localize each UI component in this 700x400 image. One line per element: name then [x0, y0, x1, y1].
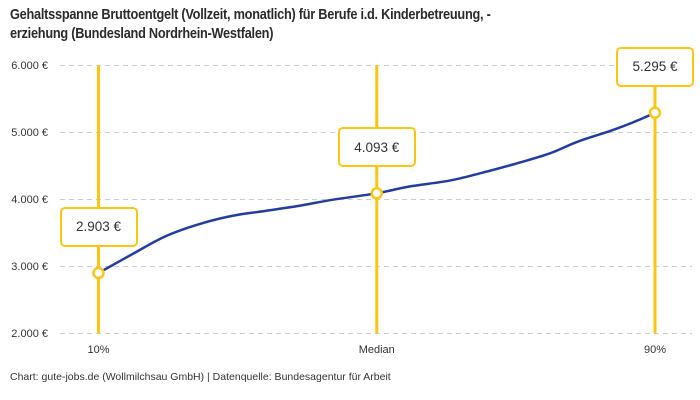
- chart-title-line2: erziehung (Bundesland Nordrhein-Westfale…: [10, 25, 274, 42]
- chart-footer: Chart: gute-jobs.de (Wollmilchsau GmbH) …: [10, 371, 391, 383]
- data-point-marker: [648, 106, 662, 119]
- chart-title-line1: Gehaltsspanne Bruttoentgelt (Vollzeit, m…: [10, 6, 491, 23]
- salary-curve: [97, 111, 657, 275]
- data-point-marker: [92, 266, 105, 280]
- data-point-marker: [370, 187, 383, 200]
- chart-title: Gehaltsspanne Bruttoentgelt (Vollzeit, m…: [10, 5, 491, 43]
